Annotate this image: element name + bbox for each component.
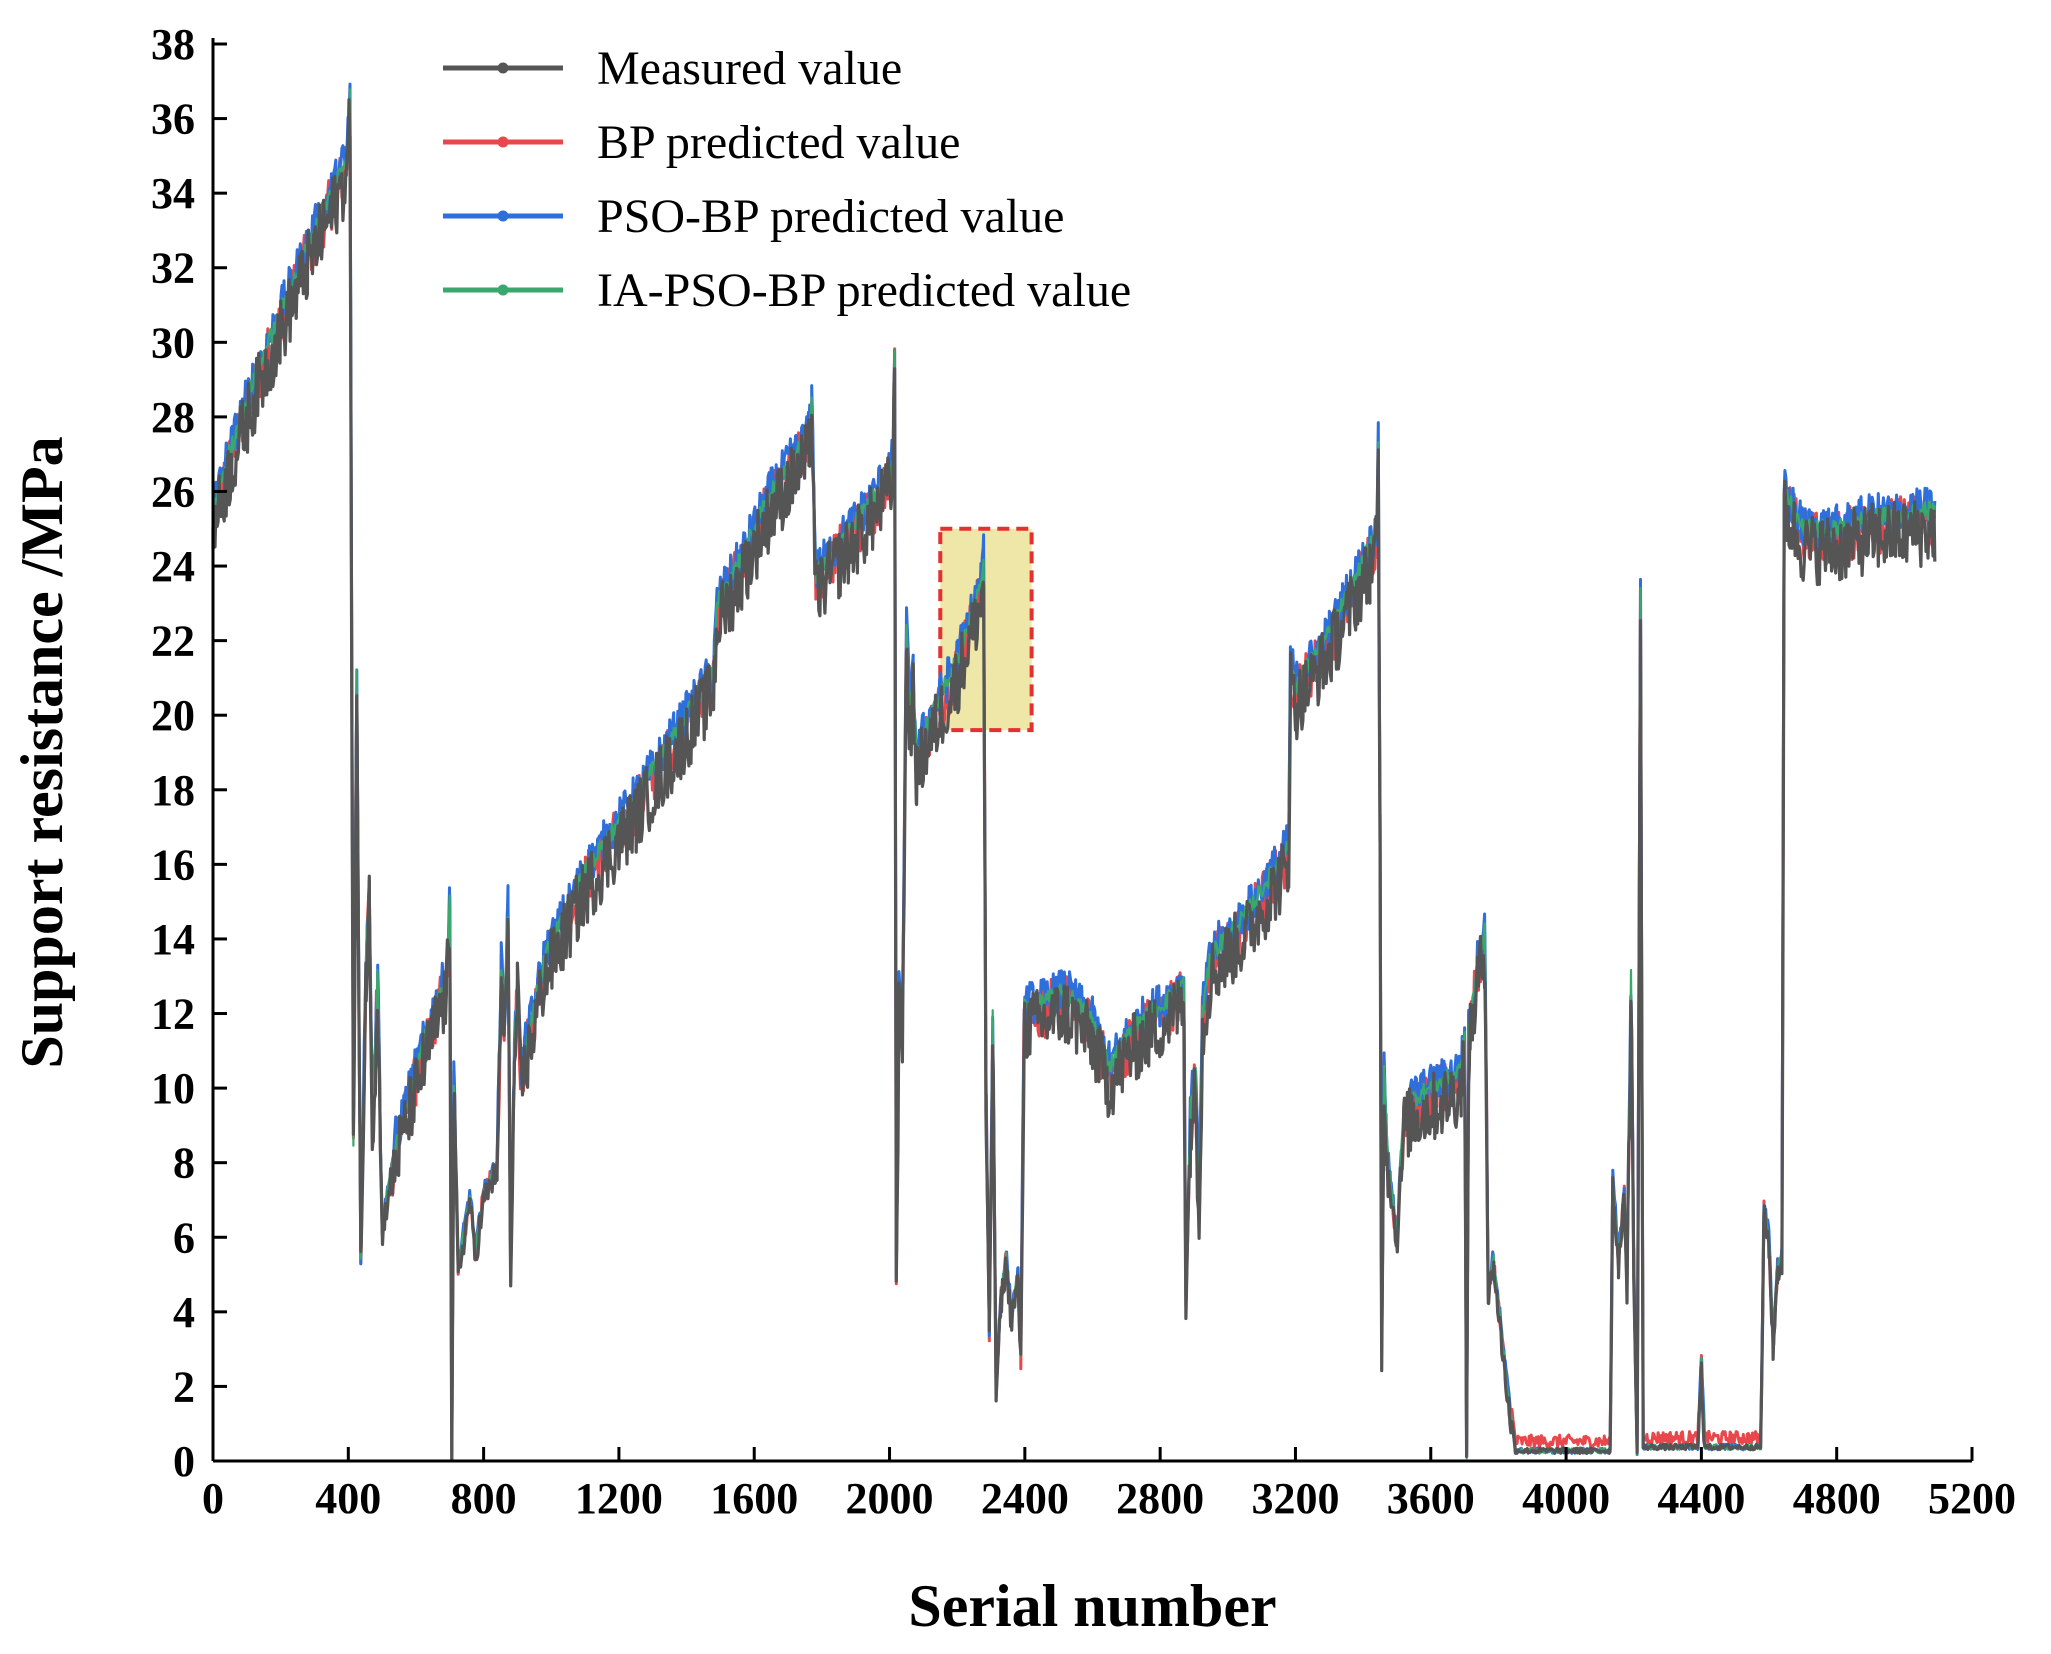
series-line-measured-value <box>211 98 1937 1462</box>
y-tick-label: 4 <box>173 1288 195 1337</box>
legend-swatch-marker <box>497 136 509 148</box>
series-layer <box>211 82 1937 1462</box>
y-tick-label: 0 <box>173 1437 195 1486</box>
legend-item: Measured value <box>443 42 902 95</box>
legend-swatch-marker <box>497 62 509 74</box>
y-tick-label: 32 <box>151 244 195 293</box>
x-tick-label: 4400 <box>1657 1474 1745 1523</box>
legend-item: BP predicted value <box>443 116 960 169</box>
y-tick-label: 28 <box>151 393 195 442</box>
y-tick-label: 2 <box>173 1362 195 1411</box>
y-tick-label: 12 <box>151 990 195 1039</box>
y-tick-label: 20 <box>151 691 195 740</box>
legend-label: BP predicted value <box>597 116 960 169</box>
x-tick-label: 1600 <box>710 1474 798 1523</box>
y-tick-label: 24 <box>151 542 195 591</box>
y-tick-label: 30 <box>151 318 195 367</box>
x-tick-label: 5200 <box>1928 1474 2016 1523</box>
legend-label: IA-PSO-BP predicted value <box>597 264 1131 317</box>
plot-area <box>211 82 1937 1462</box>
legend-item: PSO-BP predicted value <box>443 190 1064 243</box>
y-tick-label: 26 <box>151 467 195 516</box>
legend-label: Measured value <box>597 42 902 95</box>
x-tick-label: 2800 <box>1116 1474 1204 1523</box>
y-tick-label: 6 <box>173 1213 195 1262</box>
y-tick-label: 10 <box>151 1064 195 1113</box>
y-tick-label: 18 <box>151 766 195 815</box>
x-tick-label: 4800 <box>1793 1474 1881 1523</box>
legend-swatch-marker <box>497 284 509 296</box>
y-tick-label: 38 <box>151 20 195 69</box>
y-tick-label: 22 <box>151 617 195 666</box>
y-axis-title: Support resistance /MPa <box>9 436 75 1068</box>
x-tick-label: 3600 <box>1387 1474 1475 1523</box>
legend: Measured value BP predicted value PSO-BP p… <box>443 42 1131 317</box>
x-axis-title: Serial number <box>908 1573 1276 1639</box>
x-tick-label: 2400 <box>981 1474 1069 1523</box>
x-tick-label: 4000 <box>1522 1474 1610 1523</box>
legend-label: PSO-BP predicted value <box>597 190 1064 243</box>
axes-layer <box>211 38 1972 1463</box>
y-tick-label: 34 <box>151 169 195 218</box>
x-tick-label: 0 <box>202 1474 224 1523</box>
x-tick-label: 2000 <box>846 1474 934 1523</box>
x-tick-label: 3200 <box>1251 1474 1339 1523</box>
x-tick-label: 400 <box>315 1474 381 1523</box>
y-tick-label: 14 <box>151 915 195 964</box>
legend-swatch-marker <box>497 210 509 222</box>
legend-item: IA-PSO-BP predicted value <box>443 264 1131 317</box>
y-tick-label: 16 <box>151 840 195 889</box>
y-tick-label: 8 <box>173 1139 195 1188</box>
x-tick-label: 800 <box>451 1474 517 1523</box>
y-tick-label: 36 <box>151 95 195 144</box>
x-tick-label: 1200 <box>575 1474 663 1523</box>
